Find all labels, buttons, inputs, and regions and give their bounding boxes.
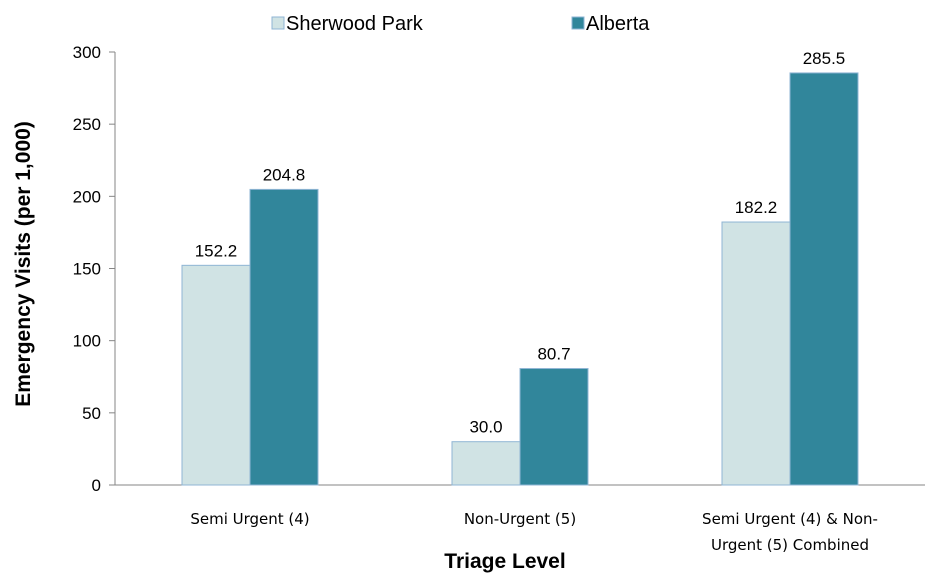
y-axis: 0 50 100 150 200 250 300 xyxy=(73,43,116,495)
x-tick-label: Semi Urgent (4) xyxy=(190,510,309,528)
y-tick-label: 250 xyxy=(73,115,101,134)
bar-alberta xyxy=(249,188,319,486)
y-tick-label: 50 xyxy=(82,404,101,423)
data-label: 30.0 xyxy=(469,418,502,437)
bar-sherwood-park xyxy=(181,264,251,486)
data-label: 285.5 xyxy=(803,49,846,68)
x-axis: Semi Urgent (4) Non-Urgent (5) Semi Urgent… xyxy=(115,484,925,554)
bar-sherwood-park xyxy=(721,221,791,486)
y-axis-title: Emergency Visits (per 1,000) xyxy=(12,121,35,407)
x-tick-label: Non-Urgent (5) xyxy=(464,510,576,528)
x-tick-label: Urgent (5) Combined xyxy=(711,536,869,554)
bar-alberta xyxy=(789,72,859,486)
x-tick-label: Semi Urgent (4) & Non- xyxy=(702,510,878,528)
legend-swatch xyxy=(571,16,585,30)
bars xyxy=(181,72,859,486)
y-tick-label: 200 xyxy=(73,187,101,206)
y-tick-label: 150 xyxy=(73,260,101,279)
bar-alberta xyxy=(519,368,589,486)
bar-sherwood-park xyxy=(451,441,521,486)
data-labels: 152.2 204.8 30.0 80.7 182.2 285.5 xyxy=(195,49,846,437)
y-tick-label: 0 xyxy=(92,476,101,495)
y-tick-label: 100 xyxy=(73,332,101,351)
legend-label: Alberta xyxy=(586,13,650,35)
data-label: 182.2 xyxy=(735,198,778,217)
data-label: 80.7 xyxy=(537,345,570,364)
y-tick-label: 300 xyxy=(73,43,101,62)
legend-label: Sherwood Park xyxy=(286,13,424,35)
data-label: 204.8 xyxy=(263,165,306,184)
legend-swatch xyxy=(271,16,285,30)
data-label: 152.2 xyxy=(195,241,238,260)
x-axis-title: Triage Level xyxy=(444,550,565,573)
legend: Sherwood Park Alberta xyxy=(271,13,650,35)
